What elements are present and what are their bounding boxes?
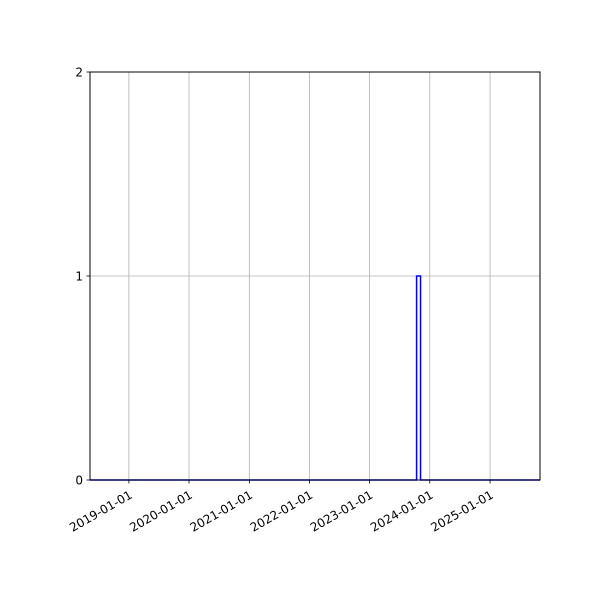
y-tick-label: 1 xyxy=(75,270,83,284)
y-tick-label: 2 xyxy=(75,66,83,80)
y-axis: 0 1 2 xyxy=(75,66,90,488)
y-tick-label: 0 xyxy=(75,474,83,488)
